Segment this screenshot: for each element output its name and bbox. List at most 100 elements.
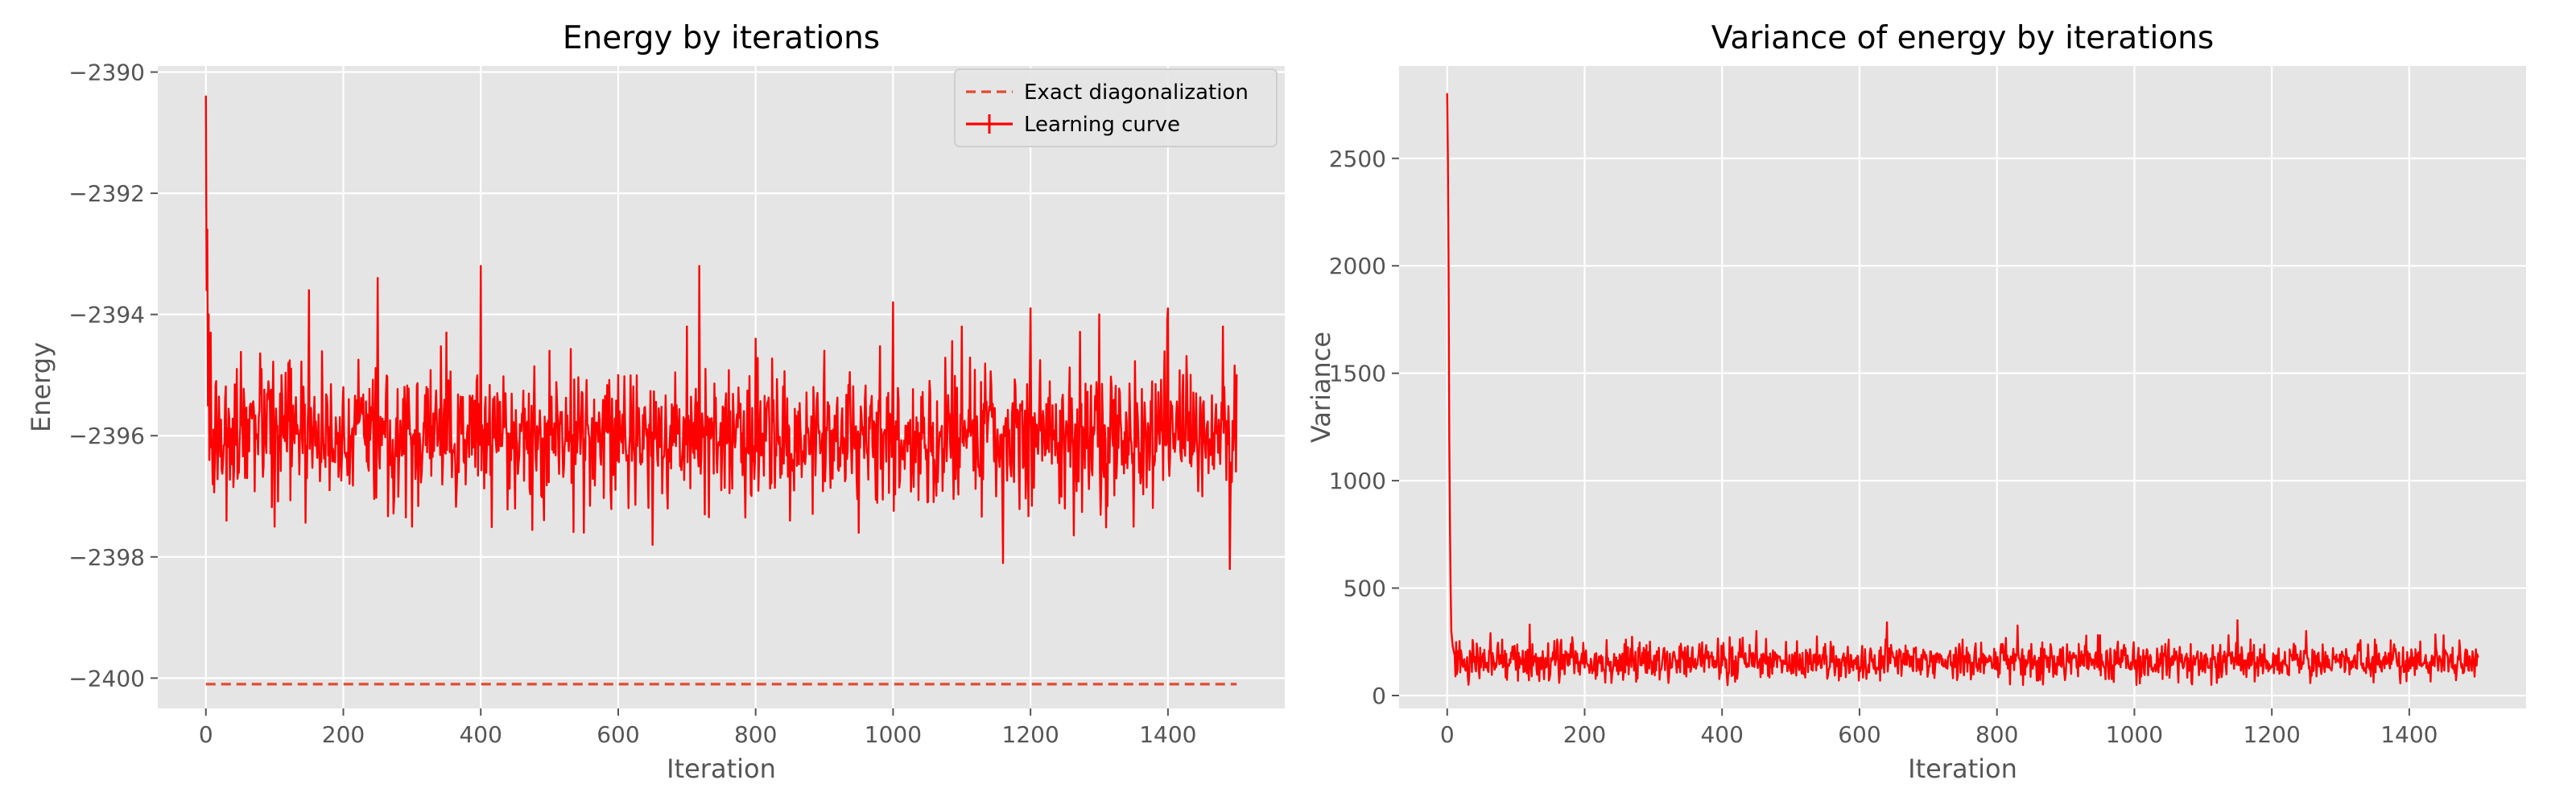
series-group bbox=[204, 95, 1238, 686]
data-point bbox=[698, 265, 700, 267]
data-point bbox=[2477, 655, 2479, 658]
y-tick-label: 1500 bbox=[1329, 361, 1386, 387]
variance-chart: 0 200 400 600 800 1000 1200 1400 0 500 1000 1500 200… bbox=[1306, 20, 2526, 784]
legend-label-exact: Exact diagonalization bbox=[1024, 80, 1249, 105]
data-point bbox=[480, 265, 482, 267]
data-point bbox=[1858, 667, 1861, 669]
x-tick-label: 0 bbox=[199, 721, 213, 748]
data-point bbox=[1961, 638, 1964, 641]
data-point bbox=[218, 435, 221, 437]
x-tick-label: 1200 bbox=[1002, 721, 1059, 748]
x-tick-label: 800 bbox=[1975, 721, 2018, 748]
data-point bbox=[651, 543, 654, 546]
data-point bbox=[1790, 668, 1792, 671]
chart-title: Variance of energy by iterations bbox=[1711, 20, 2214, 56]
data-point bbox=[328, 489, 331, 492]
data-point bbox=[1098, 313, 1100, 316]
data-point bbox=[1001, 562, 1005, 564]
data-point bbox=[1448, 436, 1451, 439]
data-point bbox=[212, 483, 214, 485]
data-point bbox=[926, 501, 929, 504]
data-point bbox=[2167, 638, 2170, 641]
data-point bbox=[445, 332, 448, 334]
data-point bbox=[1236, 374, 1238, 377]
data-point bbox=[548, 349, 551, 353]
data-point bbox=[2305, 630, 2308, 633]
data-point bbox=[2202, 668, 2204, 671]
data-point bbox=[2236, 619, 2239, 621]
data-point bbox=[1453, 651, 1455, 654]
data-point bbox=[1166, 307, 1170, 310]
data-point bbox=[1885, 621, 1889, 624]
data-point bbox=[1063, 507, 1067, 510]
data-point bbox=[204, 95, 207, 97]
data-point bbox=[225, 519, 228, 522]
data-point bbox=[342, 386, 345, 389]
y-tick-label: −2398 bbox=[68, 544, 145, 571]
data-point bbox=[1029, 307, 1032, 310]
data-point bbox=[235, 368, 238, 370]
y-tick-label: 2000 bbox=[1329, 253, 1386, 279]
data-point bbox=[2339, 667, 2342, 669]
y-axis-label: Variance bbox=[1306, 332, 1336, 443]
data-point bbox=[1755, 630, 1758, 633]
y-tick-label: −2394 bbox=[68, 302, 145, 328]
data-point bbox=[205, 289, 208, 291]
data-point bbox=[2064, 673, 2067, 675]
x-tick-label: 200 bbox=[1563, 721, 1606, 748]
energy-chart: 0 200 400 600 800 1000 1200 1400 −2400 −2398 −2396… bbox=[26, 20, 1285, 784]
data-point bbox=[1721, 664, 1724, 667]
data-point bbox=[2270, 664, 2273, 667]
y-axis-label: Energy bbox=[26, 342, 56, 432]
x-tick-label: 1400 bbox=[1139, 721, 1196, 748]
data-point bbox=[259, 392, 262, 394]
data-point bbox=[1570, 642, 1572, 646]
data-point bbox=[2442, 634, 2445, 637]
x-tick-label: 800 bbox=[734, 721, 777, 748]
data-point bbox=[1473, 655, 1476, 658]
data-point bbox=[1446, 93, 1448, 95]
data-point bbox=[754, 337, 757, 340]
data-point bbox=[1450, 630, 1453, 633]
chart-title: Energy by iterations bbox=[563, 20, 880, 56]
x-axis-label: Iteration bbox=[1908, 753, 2017, 784]
data-point bbox=[1201, 495, 1203, 497]
data-point bbox=[1501, 638, 1504, 641]
data-point bbox=[1447, 265, 1450, 267]
data-point bbox=[376, 277, 379, 279]
x-tick-label: 400 bbox=[459, 721, 502, 748]
y-tick-label: 0 bbox=[1372, 683, 1386, 709]
data-point bbox=[995, 495, 997, 497]
data-point bbox=[308, 289, 311, 291]
y-tick-label: 1000 bbox=[1329, 468, 1386, 494]
data-point bbox=[1583, 667, 1586, 669]
data-point bbox=[215, 380, 217, 382]
x-tick-label: 1400 bbox=[2380, 721, 2438, 748]
data-point bbox=[287, 361, 290, 365]
data-point bbox=[246, 477, 249, 480]
y-tick-label: −2392 bbox=[68, 180, 145, 207]
data-point bbox=[1221, 325, 1224, 328]
data-point bbox=[1456, 668, 1459, 671]
y-tick-label: −2390 bbox=[68, 60, 145, 86]
plot-area bbox=[1399, 66, 2526, 708]
data-point bbox=[514, 507, 517, 510]
x-axis-label: Iteration bbox=[667, 753, 776, 784]
data-point bbox=[720, 489, 723, 492]
data-point bbox=[2408, 662, 2411, 665]
x-tick-label: 1000 bbox=[2106, 721, 2163, 748]
data-point bbox=[1824, 642, 1827, 646]
data-point bbox=[207, 404, 209, 407]
data-point bbox=[1652, 671, 1655, 673]
x-tick-label: 1000 bbox=[865, 721, 922, 748]
data-point bbox=[823, 349, 826, 353]
legend: Exact diagonalization Learning curve bbox=[954, 68, 1278, 147]
x-tick-label: 1200 bbox=[2244, 721, 2301, 748]
y-tick-label: 500 bbox=[1344, 576, 1386, 602]
data-point bbox=[2099, 634, 2101, 637]
data-point bbox=[1449, 587, 1452, 589]
data-point bbox=[1448, 522, 1451, 525]
data-point bbox=[2373, 638, 2376, 641]
data-point bbox=[1459, 649, 1463, 652]
legend-box bbox=[954, 68, 1278, 147]
